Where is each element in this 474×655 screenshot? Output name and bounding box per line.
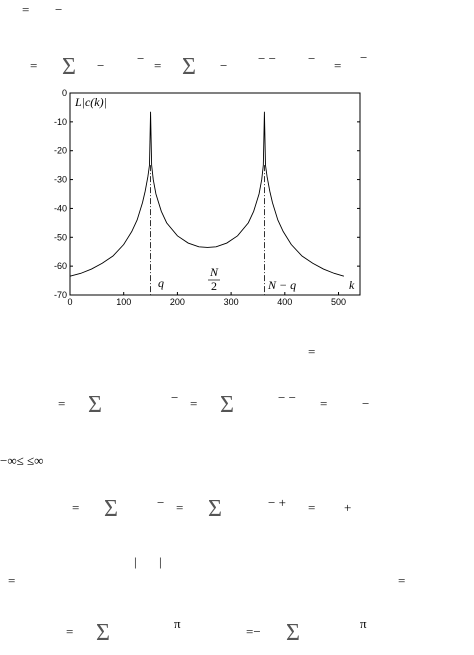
math-fragment: − <box>157 495 164 510</box>
math-fragment: − <box>55 2 62 17</box>
plot-frame <box>69 92 361 296</box>
math-fragment: = <box>176 500 183 515</box>
math-fragment: π <box>360 616 367 631</box>
math-fragment: − − <box>278 390 296 405</box>
math-fragment: − + <box>268 495 286 510</box>
math-fragment: = <box>308 500 315 515</box>
math-fragment: − <box>308 51 315 66</box>
math-fragment: = <box>190 396 197 411</box>
x-tick-label: 100 <box>116 297 131 307</box>
math-fragment: − <box>171 390 178 405</box>
math-fragment: = <box>22 2 29 17</box>
y-tick-label: -30 <box>54 175 67 185</box>
math-fragment: Σ <box>208 496 222 522</box>
annotation-2: 2 <box>211 279 217 293</box>
annotation-n: N <box>209 265 219 279</box>
x-tick-label: 0 <box>67 297 72 307</box>
math-fragment: Σ <box>88 392 102 418</box>
math-fragment: − − <box>258 51 276 66</box>
math-fragment: = <box>154 58 161 73</box>
math-fragment: = <box>66 624 73 639</box>
math-fragment: =− <box>246 624 261 639</box>
math-fragment: = <box>308 344 315 359</box>
math-fragment: Σ <box>104 496 118 522</box>
math-fragment: = <box>398 573 405 588</box>
math-fragment: − <box>137 51 144 66</box>
annotation-q: q <box>158 276 164 290</box>
data-line <box>69 111 345 277</box>
y-tick-label: 0 <box>62 88 67 98</box>
annotation-nq: N − q <box>267 278 296 292</box>
y-tick-label: -20 <box>54 146 67 156</box>
y-tick-label: -60 <box>54 261 67 271</box>
math-fragment: Σ <box>96 620 110 646</box>
x-tick-label: 200 <box>170 297 185 307</box>
y-tick-label: -40 <box>54 203 67 213</box>
math-fragment: −∞≤ ≤∞ <box>0 453 43 468</box>
y-tick-label: -50 <box>54 232 67 242</box>
x-tick-label: 400 <box>277 297 292 307</box>
y-tick-label: -10 <box>54 117 67 127</box>
math-fragment: − <box>360 50 367 65</box>
x-tick-label: 300 <box>224 297 239 307</box>
math-fragment: = <box>72 500 79 515</box>
math-fragment: + <box>344 500 351 515</box>
math-fragment: − <box>97 58 104 73</box>
x-tick-label: 500 <box>331 297 346 307</box>
math-fragment: − <box>220 58 227 73</box>
math-fragment: − <box>362 396 369 411</box>
math-fragment: = <box>30 58 37 73</box>
math-fragment: Σ <box>220 392 234 418</box>
math-fragment: Σ <box>62 54 76 80</box>
y-tick-label: -70 <box>54 290 67 300</box>
y-label: L|c(k)| <box>74 95 107 109</box>
math-fragment: | <box>134 554 137 569</box>
math-fragment: = <box>8 573 15 588</box>
math-fragment: = <box>334 58 341 73</box>
math-fragment: = <box>320 396 327 411</box>
math-fragment: Σ <box>286 620 300 646</box>
annotation-k: k <box>349 278 355 292</box>
math-fragment: π <box>174 616 181 631</box>
math-fragment: = <box>58 396 65 411</box>
math-fragment: Σ <box>182 54 196 80</box>
math-fragment: | <box>159 554 162 569</box>
